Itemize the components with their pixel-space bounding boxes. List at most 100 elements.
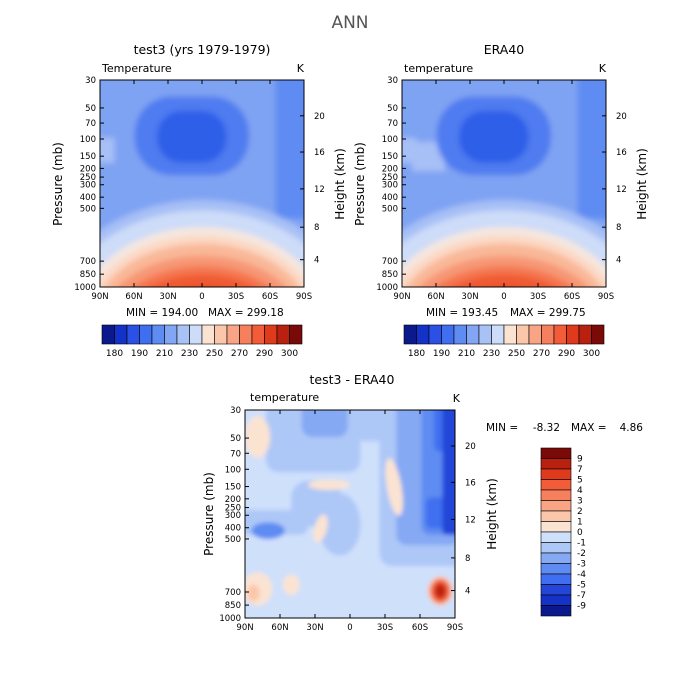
y-tick-label: 30 [85,76,96,86]
units-label: K [599,62,607,75]
colorbar-swatch [540,521,572,533]
x-tick-label: 30S [530,292,546,302]
colorbar-swatch [540,500,572,512]
y-tick-label: 850 [382,270,398,280]
variable-label: temperature [250,391,319,404]
x-tick-label: 90N [393,292,410,302]
y-tick-label: 500 [80,204,96,214]
colorbar-swatch [276,324,290,345]
contour-band [275,80,304,219]
contour-region [313,514,328,543]
x-tick-label: 90S [598,292,614,302]
colorbar-label: -3 [577,560,586,570]
y-tick-label: 150 [80,152,96,162]
y-tick-label: 300 [80,181,96,191]
panel-title: ERA40 [484,42,525,57]
colorbar-label: -4 [577,570,586,580]
colorbar-label: 210 [458,349,475,359]
colorbar-swatch [428,324,442,345]
y-axis-label-right: Height (km) [485,478,499,549]
y-axis-label-right: Height (km) [333,148,347,219]
y-tick-label: 300 [382,181,398,191]
y-tick-label-right: 4 [314,256,319,266]
x-tick-label: 60N [271,623,288,633]
colorbar-swatch [540,479,572,491]
temperature-field [100,80,304,287]
colorbar-label: -5 [577,581,586,591]
colorbar-label: 250 [206,349,223,359]
contour-band [157,111,227,163]
y-tick-label: 400 [80,193,96,203]
colorbar-swatch [441,324,455,345]
colorbar-swatch [578,324,592,345]
colorbar-swatch [101,324,115,345]
contour-region [301,410,348,438]
y-tick-label: 100 [382,135,398,145]
x-tick-label: 0 [501,292,506,302]
page-title: ANN [331,13,368,33]
colorbar-swatch [189,324,203,345]
colorbar-swatch [540,605,572,617]
y-tick-label-right: 12 [465,515,476,525]
panel-title: test3 - ERA40 [310,372,395,387]
contour-region [254,431,265,447]
colorbar-swatch [239,324,253,345]
colorbar-label: 270 [231,349,248,359]
colorbar-swatch [289,324,303,345]
y-tick-label-right: 12 [616,185,627,195]
temperature-field [402,80,606,287]
colorbar-swatch [478,324,492,345]
y-axis-label: Pressure (mb) [202,472,216,556]
colorbar-swatch [591,324,605,345]
variable-label: temperature [404,62,473,75]
contour-band [451,274,557,287]
contour-region [282,574,300,596]
colorbar-label: 4 [577,486,583,496]
contour-region [436,585,445,597]
y-tick-label: 500 [225,535,241,545]
colorbar-label: -9 [577,602,586,612]
colorbar-swatch [466,324,480,345]
colorbar-swatch [126,324,140,345]
colorbar-label: 300 [281,349,298,359]
x-tick-label: 90N [91,292,108,302]
axes: 90N 60N 30N 0 30S 60S 90S 30 50 70 100 150 200250300… [376,76,626,302]
colorbar-swatch [540,552,572,564]
colorbar-label: 230 [181,349,198,359]
x-tick-label: 60N [125,292,142,302]
x-tick-label: 30S [377,623,393,633]
y-tick-label: 200 [382,164,398,174]
colorbar-swatch [553,324,567,345]
colorbar-swatch [566,324,580,345]
y-tick-label: 400 [225,524,241,534]
y-tick-label: 30 [230,406,241,416]
contour-region [247,584,260,602]
axes: 90N 60N 30N 0 30S 60S 90S 30 50 70 100 150 200250300… [219,406,475,633]
y-tick-label: 850 [80,270,96,280]
y-tick-label-right: 12 [314,185,325,195]
y-tick-label: 70 [387,119,398,129]
colorbar-label: 190 [131,349,148,359]
y-tick-label: 50 [85,104,96,114]
colorbar-label: -2 [577,549,586,559]
colorbar-label: 270 [533,349,550,359]
colorbar-swatch [176,324,190,345]
colorbar-swatch [540,458,572,470]
panel-difference: test3 - ERA40 temperature K 90N 60N 30N 0 30… [202,372,643,633]
colorbar-swatch [540,573,572,585]
colorbar-swatch [201,324,215,345]
contour-band [577,80,606,219]
x-tick-label: 60S [412,623,428,633]
y-tick-label-right: 4 [465,587,470,597]
colorbar-label: 210 [156,349,173,359]
y-tick-label-right: 20 [616,112,627,122]
x-tick-label: 60S [564,292,580,302]
y-tick-label: 250 [382,173,398,183]
x-tick-label: 30N [306,623,323,633]
colorbar-swatch [114,324,128,345]
colorbar-label: 2 [577,507,583,517]
contour-region [251,522,285,539]
y-tick-label: 250 [80,173,96,183]
colorbar-label: 5 [577,476,583,486]
